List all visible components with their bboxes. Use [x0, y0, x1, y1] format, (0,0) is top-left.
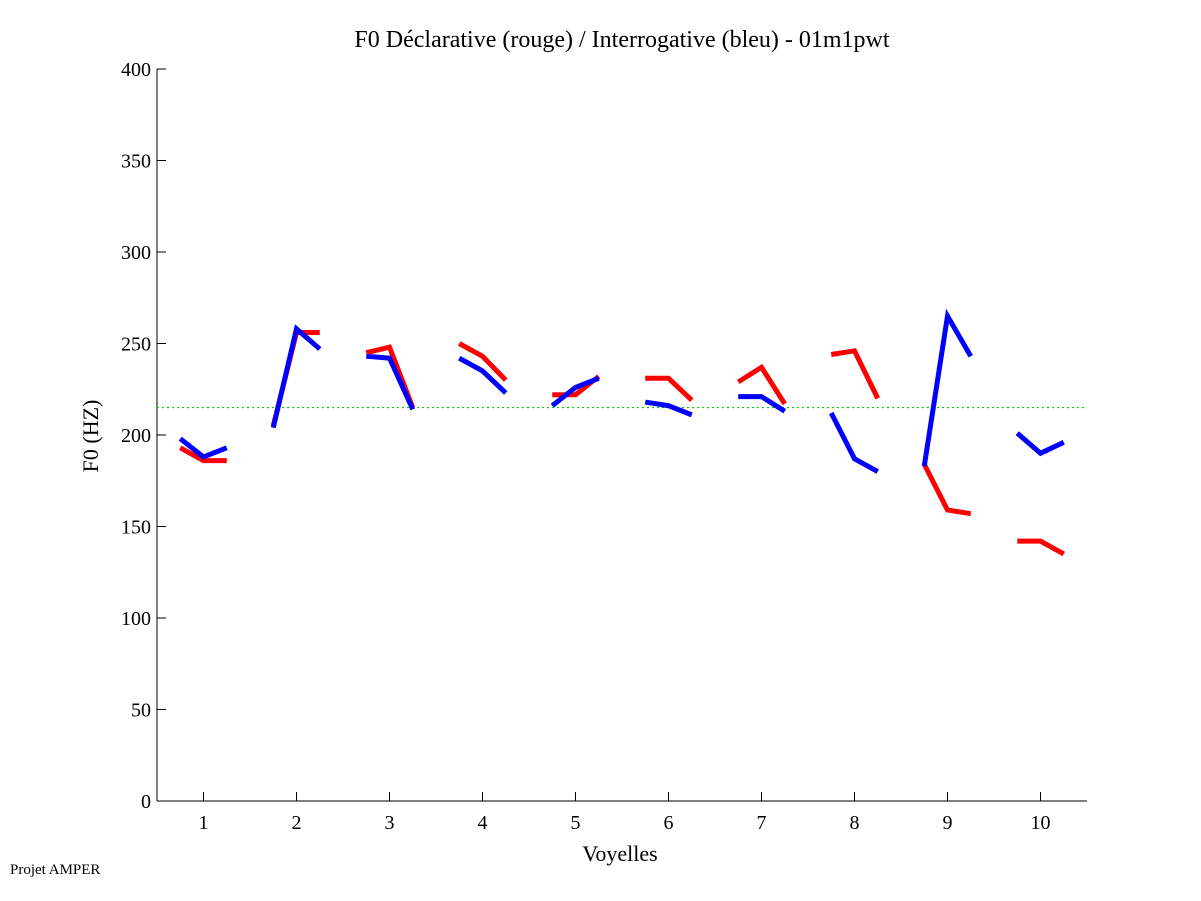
y-tick-label: 0: [141, 791, 151, 813]
x-tick-label: 8: [850, 812, 860, 834]
declarative-segment-4: [458, 341, 508, 382]
declarative-segment-9: [922, 463, 972, 517]
declarative-segment-10: [1017, 538, 1065, 557]
interrogative-segment-3: [366, 353, 416, 411]
declarative-segment-7: [736, 363, 787, 406]
axes: 0 50 100 150 200 250 300 350 400 1 2 3 4 5 6 7 8 9 10: [121, 59, 1087, 834]
y-tick-label: 100: [121, 608, 151, 630]
x-tick-label: 2: [292, 812, 302, 834]
x-tick-label: 10: [1031, 812, 1051, 834]
interrogative-segment-8: [829, 411, 879, 474]
y-tick-label: 50: [131, 700, 151, 722]
interrogative-segment-1: [178, 436, 228, 460]
x-tick-label: 9: [943, 812, 953, 834]
x-tick-label: 1: [199, 812, 209, 834]
y-tick-label: 200: [121, 425, 151, 447]
chart-title: F0 Déclarative (rouge) / Interrogative (…: [354, 27, 889, 53]
y-tick-label: 300: [121, 242, 151, 264]
interrogative-segment-6: [644, 399, 693, 418]
x-tick-label: 4: [478, 812, 488, 834]
y-axis-label: F0 (HZ): [78, 400, 103, 473]
x-tick-label: 3: [385, 812, 395, 834]
y-tick-label: 250: [121, 334, 151, 356]
x-tick-label: 7: [757, 812, 767, 834]
interrogative-segment-5: [550, 375, 600, 408]
declarative-segment-8: [830, 348, 880, 400]
interrogative-segment-2: [270, 324, 322, 429]
declarative-segment-1: [179, 445, 227, 464]
x-tick-label: 5: [571, 812, 581, 834]
interrogative-segment-10: [1015, 431, 1065, 457]
footer-credit: Projet AMPER: [10, 862, 101, 878]
declarative-segment-2: [270, 330, 320, 427]
x-axis-label: Voyelles: [582, 841, 657, 866]
plot-area: [157, 308, 1087, 557]
x-tick-label: 6: [664, 812, 674, 834]
declarative-segment-6: [645, 375, 694, 403]
interrogative-segment-4: [458, 355, 508, 395]
y-tick-label: 150: [121, 517, 151, 539]
interrogative-segment-7: [738, 394, 787, 414]
y-tick-label: 400: [121, 59, 151, 81]
interrogative-segment-9: [921, 308, 973, 467]
y-tick-label: 350: [121, 151, 151, 173]
